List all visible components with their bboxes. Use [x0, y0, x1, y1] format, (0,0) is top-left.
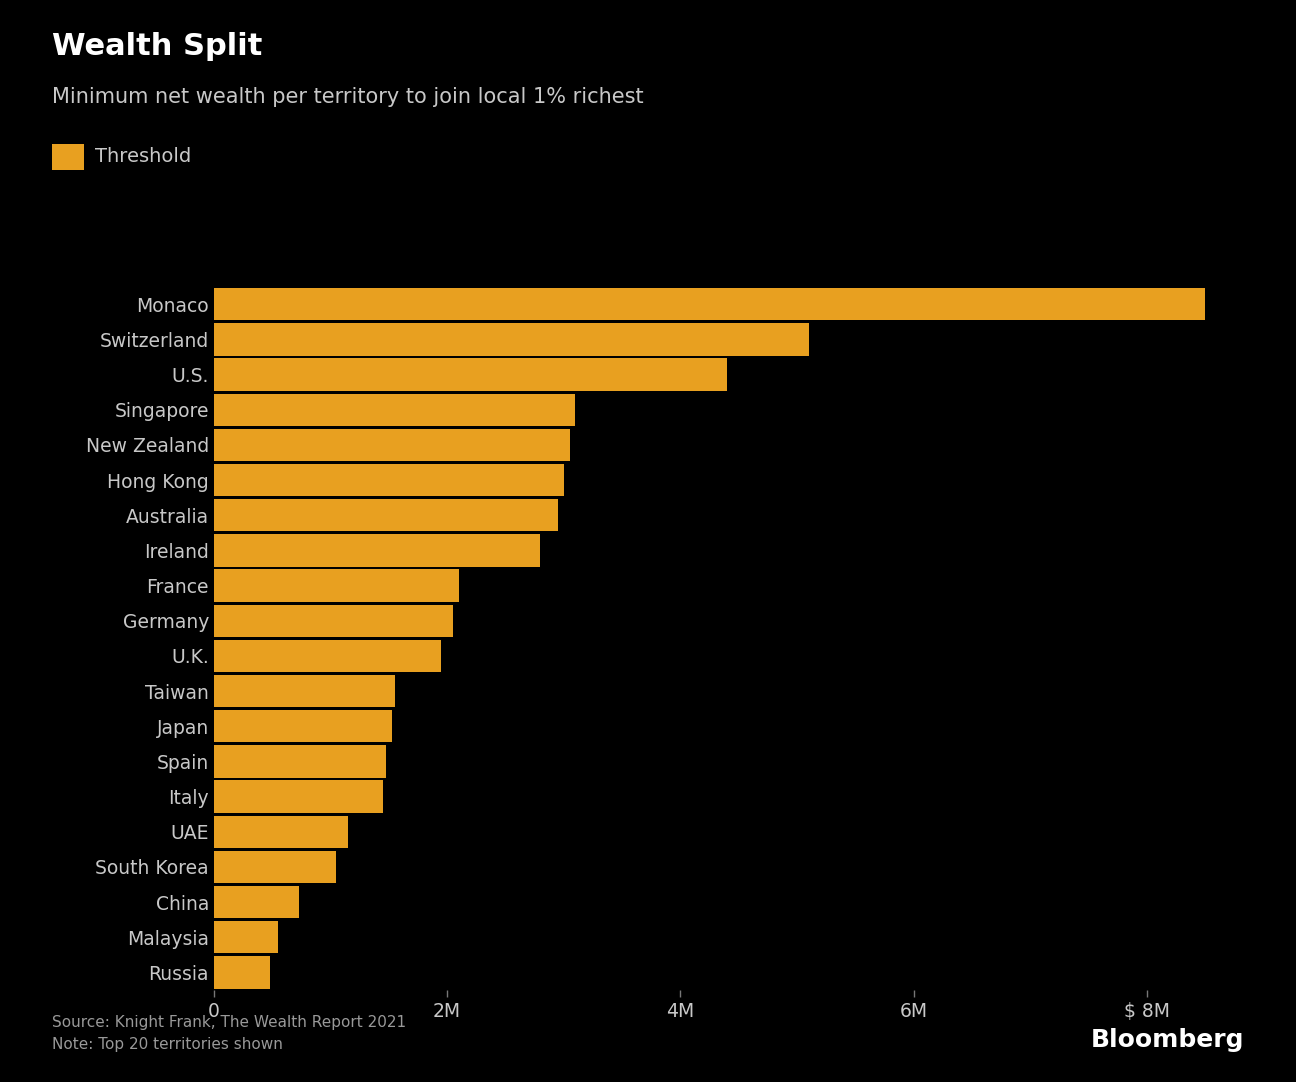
- Bar: [214, 535, 540, 567]
- Bar: [214, 499, 559, 531]
- Bar: [214, 780, 384, 813]
- Text: Bloomberg: Bloomberg: [1091, 1028, 1244, 1052]
- Bar: [214, 745, 386, 778]
- Bar: [214, 324, 809, 356]
- Bar: [214, 639, 441, 672]
- Text: Minimum net wealth per territory to join local 1% richest: Minimum net wealth per territory to join…: [52, 87, 644, 106]
- Bar: [214, 710, 393, 742]
- Bar: [214, 850, 337, 883]
- Bar: [214, 675, 395, 708]
- Bar: [214, 816, 347, 848]
- Bar: [214, 288, 1205, 320]
- Bar: [214, 605, 454, 637]
- Text: Threshold: Threshold: [95, 147, 191, 167]
- Bar: [214, 464, 564, 497]
- Text: Note: Top 20 territories shown: Note: Top 20 territories shown: [52, 1037, 283, 1052]
- Bar: [214, 428, 570, 461]
- Text: Source: Knight Frank, The Wealth Report 2021: Source: Knight Frank, The Wealth Report …: [52, 1015, 406, 1030]
- Bar: [214, 394, 575, 426]
- Bar: [214, 886, 299, 919]
- Bar: [214, 569, 459, 602]
- Bar: [214, 956, 270, 989]
- Bar: [214, 358, 727, 391]
- Text: Wealth Split: Wealth Split: [52, 32, 262, 62]
- Bar: [214, 921, 277, 953]
